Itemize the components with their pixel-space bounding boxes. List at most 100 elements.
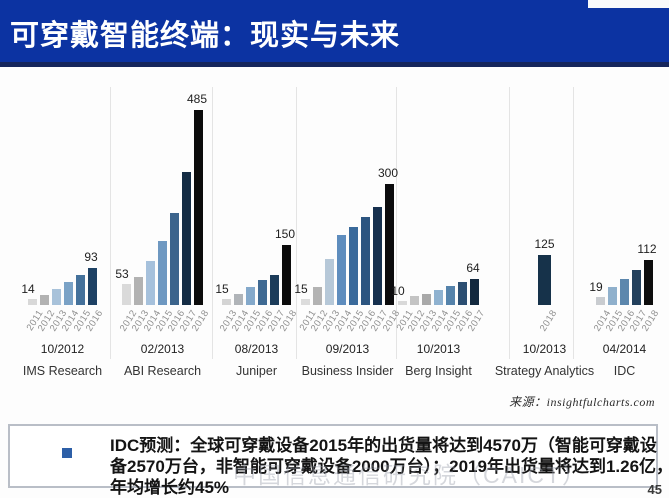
year-tick: 2016 — [88, 306, 97, 340]
year-tick: 2015 — [608, 306, 617, 340]
year-tick: 2015 — [158, 306, 167, 340]
group-separator — [573, 87, 574, 359]
year-tick: 2018 — [282, 306, 291, 340]
value-label: 93 — [76, 250, 106, 264]
year-tick: 2018 — [194, 306, 203, 340]
bar-2016 — [361, 217, 370, 305]
year-tick: 2018 — [644, 306, 653, 340]
page-number: 45 — [648, 482, 662, 497]
bar-2013 — [422, 294, 431, 305]
bar-2015 — [246, 287, 255, 305]
year-tick: 2012 — [313, 306, 322, 340]
year-tick: 2015 — [446, 306, 455, 340]
year-tick: 2014 — [337, 306, 346, 340]
header-bar: 可穿戴智能终端：现实与未来 — [0, 0, 669, 62]
year-tick: 2018 — [385, 306, 394, 340]
year-tick: 2013 — [134, 306, 143, 340]
year-tick: 2012 — [410, 306, 419, 340]
year-tick: 2017 — [632, 306, 641, 340]
year-tick: 2016 — [620, 306, 629, 340]
forecast-date: 10/2013 — [379, 342, 499, 356]
value-label: 150 — [270, 227, 300, 241]
bar-2014 — [337, 235, 346, 305]
bar-2014 — [146, 261, 155, 305]
bar-2013 — [222, 299, 231, 305]
bars: 125 — [538, 255, 551, 305]
year-tick: 2017 — [182, 306, 191, 340]
year-tick: 2016 — [170, 306, 179, 340]
bullet-square-icon — [62, 448, 72, 458]
bar-2018 — [644, 260, 653, 305]
value-label: 112 — [632, 242, 662, 256]
bar-2013 — [52, 289, 61, 305]
bar-2018 — [538, 255, 551, 305]
bar-2014 — [64, 282, 73, 305]
bar-2017 — [373, 207, 382, 305]
bar-2014 — [434, 290, 443, 305]
value-label: 125 — [534, 237, 554, 251]
value-label: 19 — [583, 280, 609, 294]
year-tick: 2016 — [361, 306, 370, 340]
bar-2017 — [182, 172, 191, 305]
group-separator — [212, 87, 213, 359]
bar-2018 — [194, 110, 203, 305]
value-label: 64 — [458, 261, 488, 275]
year-tick: 2017 — [373, 306, 382, 340]
year-tick: 2013 — [422, 306, 431, 340]
bar-2017 — [270, 275, 279, 305]
bar-2013 — [325, 259, 334, 305]
year-tick: 2011 — [28, 306, 37, 340]
year-tick: 2014 — [64, 306, 73, 340]
bar-2017 — [470, 279, 479, 305]
year-tick: 2011 — [301, 306, 310, 340]
summary-text-box: IDC预测：全球可穿戴设备2015年的出货量将达到4570万（智能可穿戴设 备2… — [8, 424, 658, 488]
year-tick: 2017 — [470, 306, 479, 340]
year-tick: 2016 — [458, 306, 467, 340]
year-tick: 2015 — [246, 306, 255, 340]
year-tick: 2014 — [234, 306, 243, 340]
bar-2012 — [410, 296, 419, 305]
year-tick: 2012 — [122, 306, 131, 340]
bar-2011 — [28, 299, 37, 305]
bar-2018 — [282, 245, 291, 305]
year-tick: 2011 — [398, 306, 407, 340]
value-label: 15 — [209, 282, 235, 296]
bar-2014 — [234, 294, 243, 305]
value-label: 14 — [15, 282, 41, 296]
corner-notch — [588, 0, 669, 8]
summary-line-2: 备2570万台，非智能可穿戴设备2000万台）；2019年出货量将达到1.26亿… — [110, 456, 650, 477]
bar-2016 — [88, 268, 97, 305]
year-tick: 2015 — [76, 306, 85, 340]
bar-2015 — [608, 287, 617, 305]
group-separator — [509, 87, 510, 359]
year-tick: 2013 — [52, 306, 61, 340]
year-tick: 2016 — [258, 306, 267, 340]
summary-line-1: IDC预测：全球可穿戴设备2015年的出货量将达到4570万（智能可穿戴设 — [110, 435, 650, 456]
bar-2017 — [632, 270, 641, 305]
bar-2012 — [40, 295, 49, 305]
year-axis: 2018 — [538, 306, 551, 340]
bar-2013 — [134, 277, 143, 305]
bar-2015 — [76, 275, 85, 305]
year-tick: 2018 — [538, 306, 551, 340]
bar-2016 — [258, 280, 267, 305]
year-tick: 2014 — [434, 306, 443, 340]
bar-2015 — [158, 241, 167, 305]
year-tick: 2013 — [325, 306, 334, 340]
